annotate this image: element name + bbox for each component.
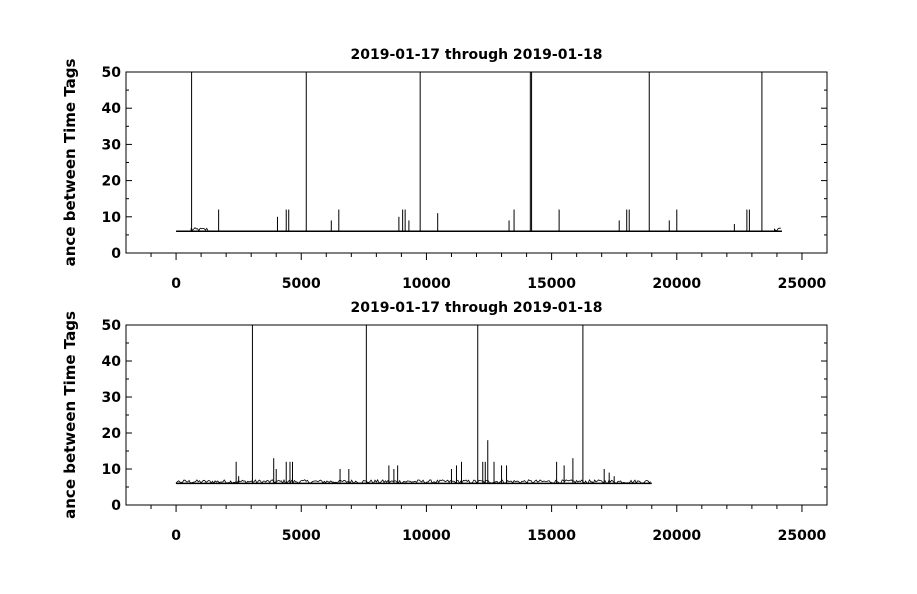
- series-line: [176, 72, 782, 233]
- x-tick-label: 20000: [652, 276, 701, 292]
- plot-frame: [125, 71, 828, 254]
- chart-panel-top: 2019-01-17 through 2019-01-18 ance betwe…: [61, 47, 828, 292]
- y-tick-label: 50: [102, 318, 122, 334]
- y-tick-label: 20: [102, 426, 122, 442]
- y-tick-label: 10: [102, 462, 122, 478]
- plot-frame: [125, 324, 828, 506]
- y-tick-label: 50: [102, 65, 122, 81]
- x-tick-label: 5000: [282, 276, 321, 292]
- x-tick-label: 15000: [527, 528, 576, 544]
- series-dense-band: [175, 478, 651, 485]
- chart-title: 2019-01-17 through 2019-01-18: [351, 47, 603, 63]
- x-tick-label: 5000: [282, 528, 321, 544]
- y-tick-label: 20: [102, 174, 122, 190]
- y-axis-label: ance between Time Tags: [61, 311, 79, 519]
- x-axis: 0 5000 10000 15000 20000 25000: [150, 505, 827, 544]
- y-axis: 0 10 20 30 40 50: [102, 65, 827, 262]
- x-tick-label: 0: [171, 276, 181, 292]
- x-tick-label: 10000: [402, 276, 451, 292]
- x-tick-label: 10000: [402, 528, 451, 544]
- y-tick-label: 40: [102, 101, 122, 117]
- y-tick-label: 0: [111, 498, 121, 514]
- x-tick-label: 0: [171, 528, 181, 544]
- y-tick-label: 40: [102, 354, 122, 370]
- chart-panel-bottom: 2019-01-17 through 2019-01-18 ance betwe…: [61, 300, 828, 544]
- x-tick-label: 20000: [652, 528, 701, 544]
- y-tick-label: 30: [102, 390, 122, 406]
- y-tick-label: 30: [102, 137, 122, 153]
- y-tick-label: 10: [102, 210, 122, 226]
- series-dense-band: [773, 227, 781, 232]
- series-line: [175, 325, 652, 485]
- x-axis: 0 5000 10000 15000 20000 25000: [150, 253, 827, 292]
- y-tick-label: 0: [111, 246, 121, 262]
- y-axis: 0 10 20 30 40 50: [102, 318, 827, 514]
- x-tick-label: 25000: [778, 528, 827, 544]
- series-dense-band: [190, 227, 209, 232]
- chart-title: 2019-01-17 through 2019-01-18: [351, 300, 603, 316]
- y-axis-label: ance between Time Tags: [61, 59, 79, 267]
- x-tick-label: 25000: [778, 276, 827, 292]
- x-tick-label: 15000: [527, 276, 576, 292]
